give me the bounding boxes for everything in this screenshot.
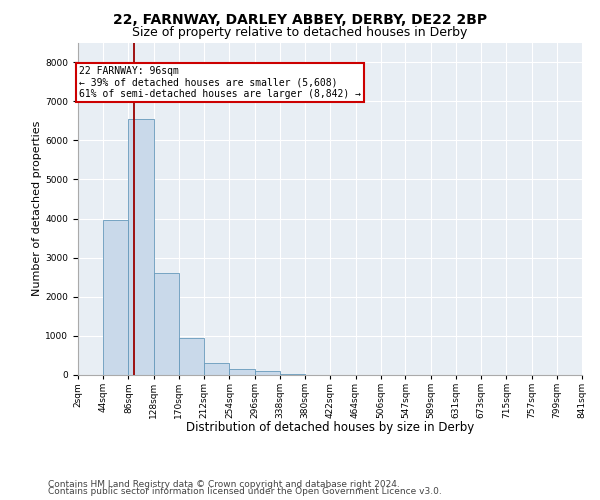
- Text: 22, FARNWAY, DARLEY ABBEY, DERBY, DE22 2BP: 22, FARNWAY, DARLEY ABBEY, DERBY, DE22 2…: [113, 12, 487, 26]
- Bar: [229, 369, 254, 375]
- Text: Contains HM Land Registry data © Crown copyright and database right 2024.: Contains HM Land Registry data © Crown c…: [48, 480, 400, 489]
- Bar: [254, 370, 280, 375]
- Bar: [179, 338, 204, 375]
- Bar: [103, 220, 128, 375]
- Text: Contains public sector information licensed under the Open Government Licence v3: Contains public sector information licen…: [48, 488, 442, 496]
- Bar: [280, 374, 305, 375]
- Y-axis label: Number of detached properties: Number of detached properties: [32, 121, 43, 296]
- Bar: [204, 364, 229, 375]
- X-axis label: Distribution of detached houses by size in Derby: Distribution of detached houses by size …: [186, 421, 474, 434]
- Text: 22 FARNWAY: 96sqm
← 39% of detached houses are smaller (5,608)
61% of semi-detac: 22 FARNWAY: 96sqm ← 39% of detached hous…: [79, 66, 361, 99]
- Text: Size of property relative to detached houses in Derby: Size of property relative to detached ho…: [133, 26, 467, 39]
- Bar: [128, 119, 154, 375]
- Bar: [154, 274, 179, 375]
